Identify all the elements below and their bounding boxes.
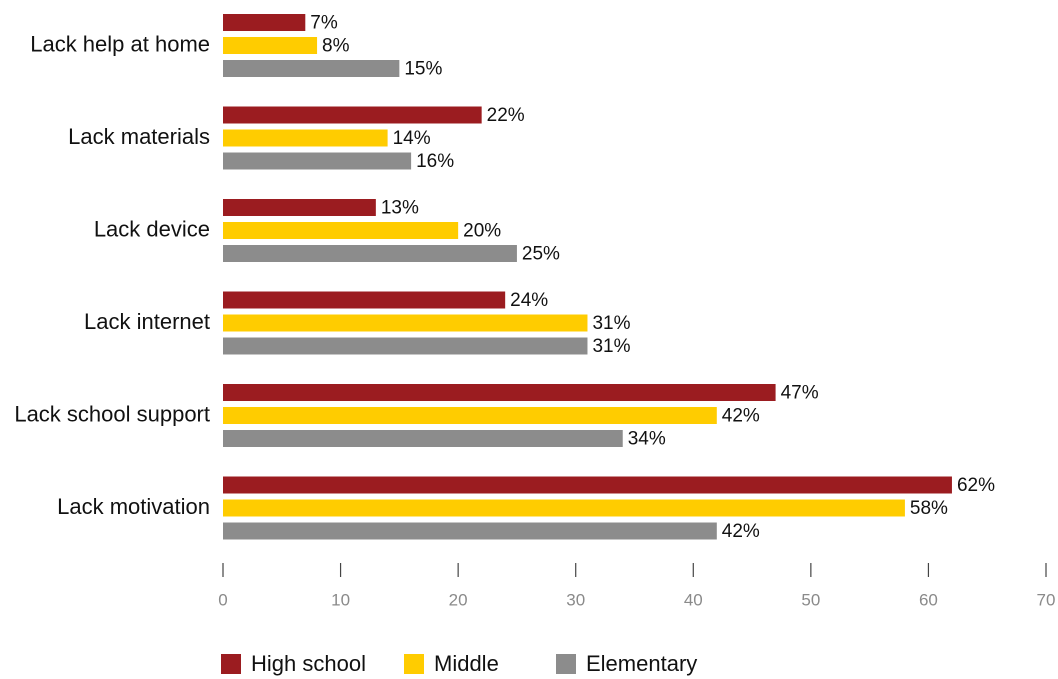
- value-label-middle-lack-device: 20%: [463, 221, 501, 242]
- value-label-middle-lack-internet: 31%: [592, 313, 630, 334]
- x-tick-label-30: 30: [566, 590, 585, 609]
- bar-elementary-lack-motivation: [223, 522, 717, 540]
- x-tick-label-0: 0: [218, 590, 227, 609]
- legend-swatch-high-school: [221, 654, 241, 674]
- legend-label-high-school: High school: [251, 651, 366, 676]
- bar-high-school-lack-materials: [223, 106, 482, 124]
- bar-high-school-lack-device: [223, 199, 376, 216]
- bar-elementary-lack-device: [223, 245, 517, 262]
- value-label-elementary-lack-school-support: 34%: [628, 429, 666, 450]
- bar-middle-lack-school-support: [223, 407, 717, 424]
- bar-high-school-lack-internet: [223, 291, 506, 309]
- legend-swatch-middle: [404, 654, 424, 674]
- category-label-lack-motivation: Lack motivation: [57, 494, 210, 519]
- x-tick-label-50: 50: [801, 590, 820, 609]
- value-label-elementary-lack-internet: 31%: [592, 336, 630, 357]
- value-label-elementary-lack-materials: 16%: [416, 151, 454, 172]
- value-label-high-school-lack-internet: 24%: [510, 290, 548, 311]
- bar-middle-lack-internet: [223, 314, 588, 332]
- value-label-elementary-lack-help-at-home: 15%: [404, 59, 442, 80]
- category-label-lack-materials: Lack materials: [68, 124, 210, 149]
- value-label-high-school-lack-school-support: 47%: [781, 383, 819, 404]
- legend-swatch-elementary: [556, 654, 576, 674]
- value-label-elementary-lack-device: 25%: [522, 244, 560, 265]
- value-label-middle-lack-school-support: 42%: [722, 406, 760, 427]
- bar-middle-lack-materials: [223, 129, 388, 147]
- x-tick-label-20: 20: [449, 590, 468, 609]
- value-label-middle-lack-help-at-home: 8%: [322, 36, 350, 57]
- value-label-high-school-lack-device: 13%: [381, 198, 419, 219]
- value-label-high-school-lack-help-at-home: 7%: [310, 13, 338, 34]
- x-tick-label-10: 10: [331, 590, 350, 609]
- legend-label-middle: Middle: [434, 651, 499, 676]
- value-label-elementary-lack-motivation: 42%: [722, 521, 760, 542]
- value-label-high-school-lack-motivation: 62%: [957, 475, 995, 496]
- bar-elementary-lack-materials: [223, 152, 412, 170]
- bar-high-school-lack-help-at-home: [223, 14, 306, 31]
- category-label-lack-school-support: Lack school support: [14, 401, 210, 426]
- bar-middle-lack-help-at-home: [223, 37, 318, 54]
- legend-label-elementary: Elementary: [586, 651, 697, 676]
- bar-elementary-lack-school-support: [223, 430, 623, 447]
- bar-middle-lack-motivation: [223, 499, 905, 517]
- value-label-middle-lack-motivation: 58%: [910, 498, 948, 519]
- bar-elementary-lack-internet: [223, 337, 588, 355]
- category-label-lack-help-at-home: Lack help at home: [30, 31, 210, 56]
- x-tick-label-70: 70: [1037, 590, 1056, 609]
- bar-middle-lack-device: [223, 222, 459, 239]
- category-label-lack-internet: Lack internet: [84, 309, 210, 334]
- x-tick-label-40: 40: [684, 590, 703, 609]
- value-label-high-school-lack-materials: 22%: [487, 105, 525, 126]
- bar-high-school-lack-school-support: [223, 384, 776, 401]
- category-label-lack-device: Lack device: [94, 216, 210, 241]
- bar-high-school-lack-motivation: [223, 476, 952, 494]
- bar-elementary-lack-help-at-home: [223, 60, 400, 77]
- value-label-middle-lack-materials: 14%: [393, 128, 431, 149]
- x-tick-label-60: 60: [919, 590, 938, 609]
